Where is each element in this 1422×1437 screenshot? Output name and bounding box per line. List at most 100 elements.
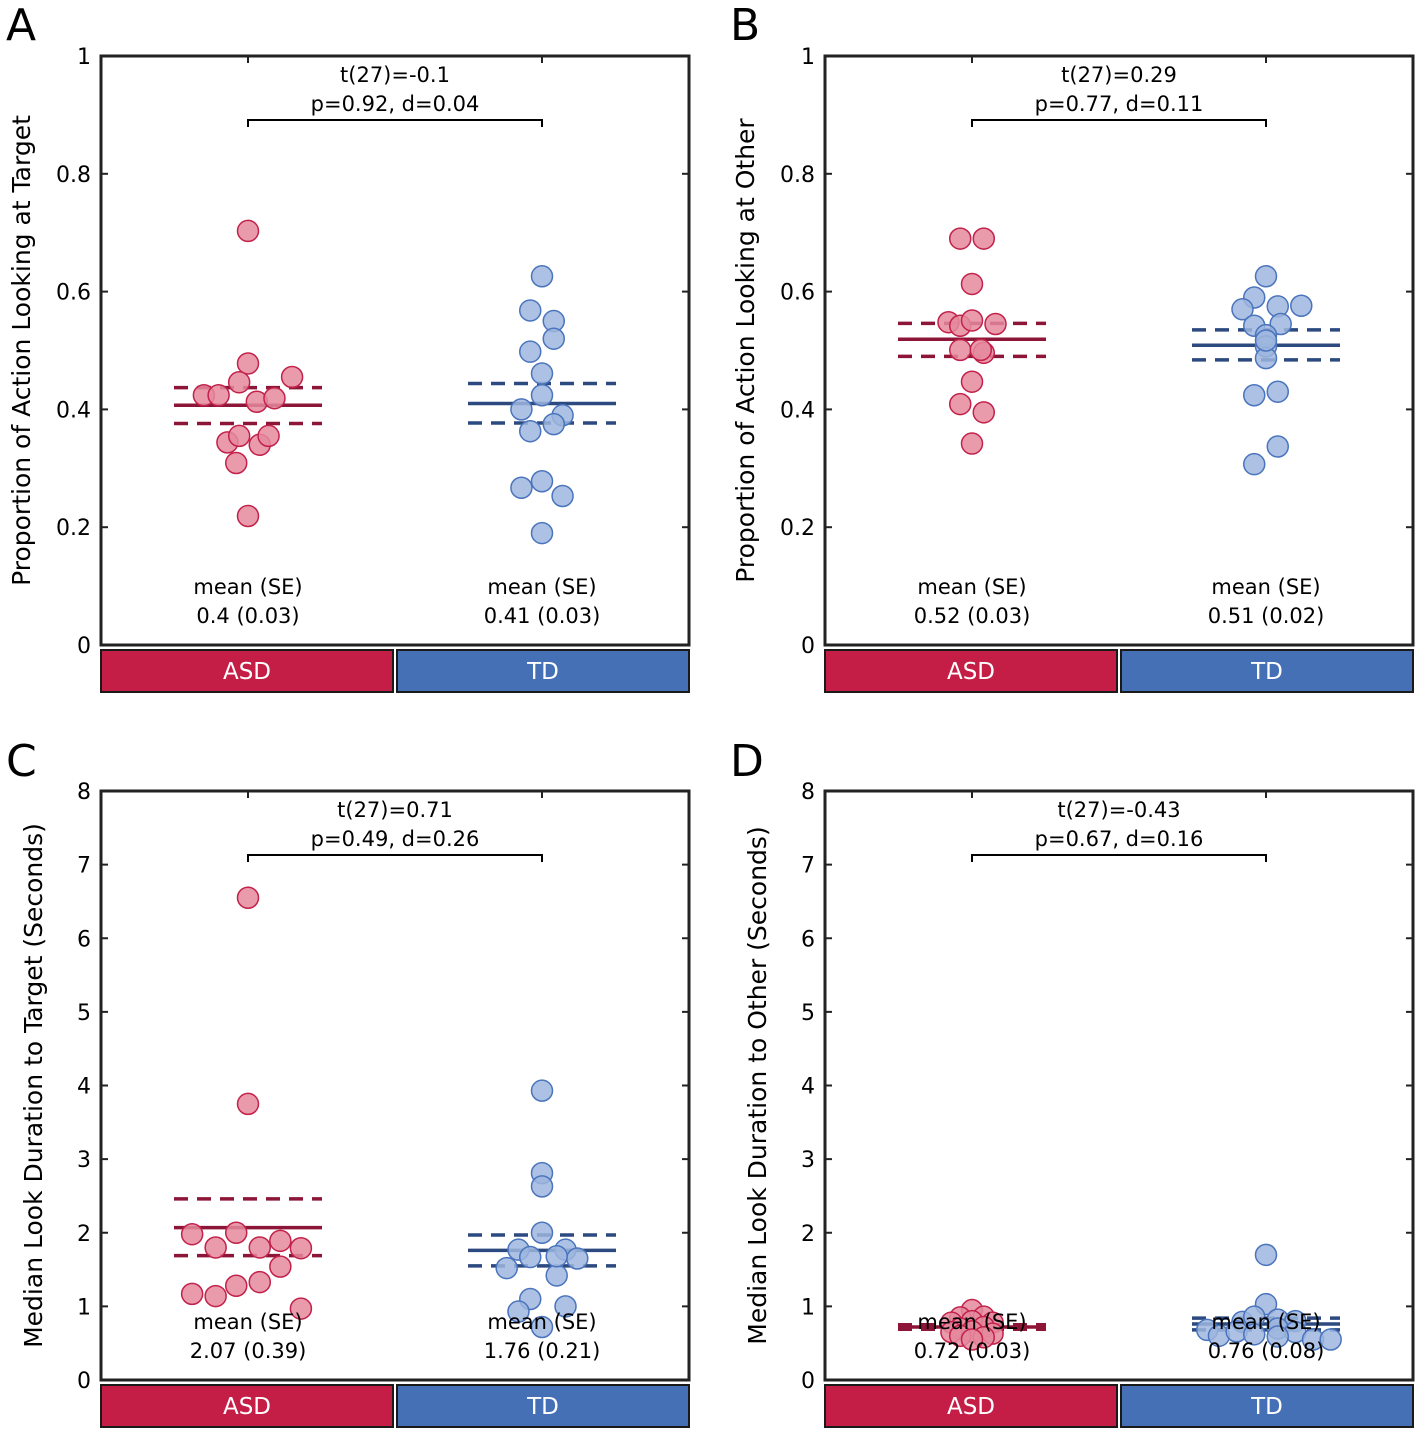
y-tick-label: 2 xyxy=(801,1222,815,1247)
td-data-point xyxy=(1254,1243,1278,1267)
asd-data-point xyxy=(204,1284,227,1308)
td-data-point xyxy=(518,340,542,363)
asd-data-point xyxy=(180,1222,204,1246)
td-group: mean (SE) 0.76 (0.08) TD xyxy=(1120,1243,1414,1428)
y-tick-label: 4 xyxy=(77,1075,91,1100)
y-tick-label: 0.8 xyxy=(780,163,815,188)
td-data-point xyxy=(510,476,533,499)
y-tick-label: 6 xyxy=(801,927,815,952)
y-tick-label: 7 xyxy=(801,854,815,879)
td-data-point xyxy=(1254,265,1278,288)
td-data-point xyxy=(551,484,574,508)
asd-data-point xyxy=(960,432,984,455)
td-data-point xyxy=(554,1295,577,1318)
asd-data-point xyxy=(236,1092,260,1116)
td-data-point xyxy=(566,1247,589,1270)
asd-mean-label: mean (SE) xyxy=(917,1310,1026,1334)
y-tick-label: 1 xyxy=(77,45,91,70)
asd-data-point xyxy=(204,1236,227,1259)
td-data-point xyxy=(1242,384,1266,407)
asd-data-point xyxy=(180,1282,204,1306)
y-tick-label: 4 xyxy=(801,1075,815,1100)
asd-data-point xyxy=(984,312,1007,336)
stat-p-value: p=0.67, d=0.16 xyxy=(1035,827,1204,851)
td-data-point xyxy=(1266,435,1290,458)
td-group-label: TD xyxy=(526,1394,559,1420)
td-mean-label: mean (SE) xyxy=(487,575,596,599)
y-tick-label: 0 xyxy=(77,1369,91,1394)
asd-data-point xyxy=(236,352,260,375)
asd-mean-value: 0.4 (0.03) xyxy=(196,604,299,628)
asd-data-point xyxy=(269,1229,292,1253)
td-data-point xyxy=(1266,1325,1290,1348)
td-data-point xyxy=(1231,298,1254,321)
td-data-point xyxy=(1254,329,1278,352)
stat-t-value: t(27)=0.29 xyxy=(1061,63,1177,87)
td-data-point xyxy=(518,299,542,322)
td-mean-value: 1.76 (0.21) xyxy=(484,1339,601,1363)
asd-mean-label: mean (SE) xyxy=(917,575,1026,599)
asd-group: mean (SE) 2.07 (0.39) ASD xyxy=(100,886,394,1428)
y-tick-label: 0 xyxy=(801,1369,815,1394)
td-data-point xyxy=(1242,452,1266,476)
asd-data-point xyxy=(960,1328,984,1351)
asd-group-box xyxy=(100,1384,394,1428)
y-axis-label: Median Look Duration to Other (Seconds) xyxy=(743,826,772,1344)
td-data-point xyxy=(1266,380,1290,403)
td-data-point xyxy=(510,398,533,421)
asd-group-box xyxy=(100,649,394,693)
panel-letter: B xyxy=(730,0,760,51)
asd-data-point xyxy=(227,371,251,394)
asd-data-point xyxy=(969,338,993,362)
asd-group-label: ASD xyxy=(947,1394,995,1420)
y-tick-label: 6 xyxy=(77,927,91,952)
asd-group: mean (SE) 0.4 (0.03) ASD xyxy=(100,219,394,693)
asd-data-point xyxy=(236,886,260,910)
plot-frame xyxy=(99,54,691,647)
asd-group-box xyxy=(824,1384,1118,1428)
asd-mean-value: 0.72 (0.03) xyxy=(914,1339,1031,1363)
y-tick-label: 2 xyxy=(77,1222,91,1247)
stat-p-value: p=0.77, d=0.11 xyxy=(1035,92,1204,116)
y-tick-label: 0 xyxy=(801,634,815,659)
asd-data-point xyxy=(236,219,260,243)
td-group-label: TD xyxy=(1250,1394,1283,1420)
td-data-point xyxy=(530,470,554,493)
panel-c: C 0 1 2 3 4 5 6 7 8 Median Look Duration to Target… xyxy=(6,736,691,1428)
td-mean-label: mean (SE) xyxy=(1211,575,1320,599)
td-data-point xyxy=(530,362,554,385)
td-data-point xyxy=(530,1079,554,1102)
y-tick-label: 1 xyxy=(801,1295,815,1320)
asd-data-point xyxy=(257,424,280,448)
td-data-point xyxy=(542,327,566,350)
stat-p-value: p=0.49, d=0.26 xyxy=(311,827,480,851)
plot-frame xyxy=(823,54,1415,647)
td-group-box xyxy=(396,1384,690,1428)
asd-data-point xyxy=(224,1221,248,1244)
td-data-point xyxy=(530,265,554,288)
y-tick-label: 8 xyxy=(801,780,815,805)
y-tick-label: 3 xyxy=(801,1148,815,1173)
y-tick-label: 5 xyxy=(77,1001,91,1026)
asd-mean-label: mean (SE) xyxy=(193,1310,302,1334)
asd-data-point xyxy=(948,392,972,416)
panel-d: D 0 1 2 3 4 5 6 7 8 Median Look Duration to Other … xyxy=(730,736,1415,1428)
td-data-point xyxy=(518,419,542,443)
td-mean-label: mean (SE) xyxy=(487,1310,596,1334)
y-tick-label: 5 xyxy=(801,1001,815,1026)
td-group-box xyxy=(396,649,690,693)
asd-group: mean (SE) 0.52 (0.03) ASD xyxy=(824,227,1118,693)
y-tick-label: 0.4 xyxy=(56,398,91,423)
asd-data-point xyxy=(227,424,251,448)
asd-data-point xyxy=(224,1274,248,1298)
asd-data-point xyxy=(948,227,972,250)
asd-data-point xyxy=(207,384,230,407)
asd-group-label: ASD xyxy=(223,1394,271,1420)
panel-b: B 0 0.2 0.4 0.6 0.8 1 Proportion of Action Look… xyxy=(730,0,1415,693)
y-tick-label: 8 xyxy=(77,780,91,805)
stat-t-value: t(27)=0.71 xyxy=(337,798,453,822)
panel-letter: C xyxy=(6,736,37,787)
td-mean-label: mean (SE) xyxy=(1211,1310,1320,1334)
y-tick-label: 1 xyxy=(801,45,815,70)
significance-bracket xyxy=(247,119,543,127)
